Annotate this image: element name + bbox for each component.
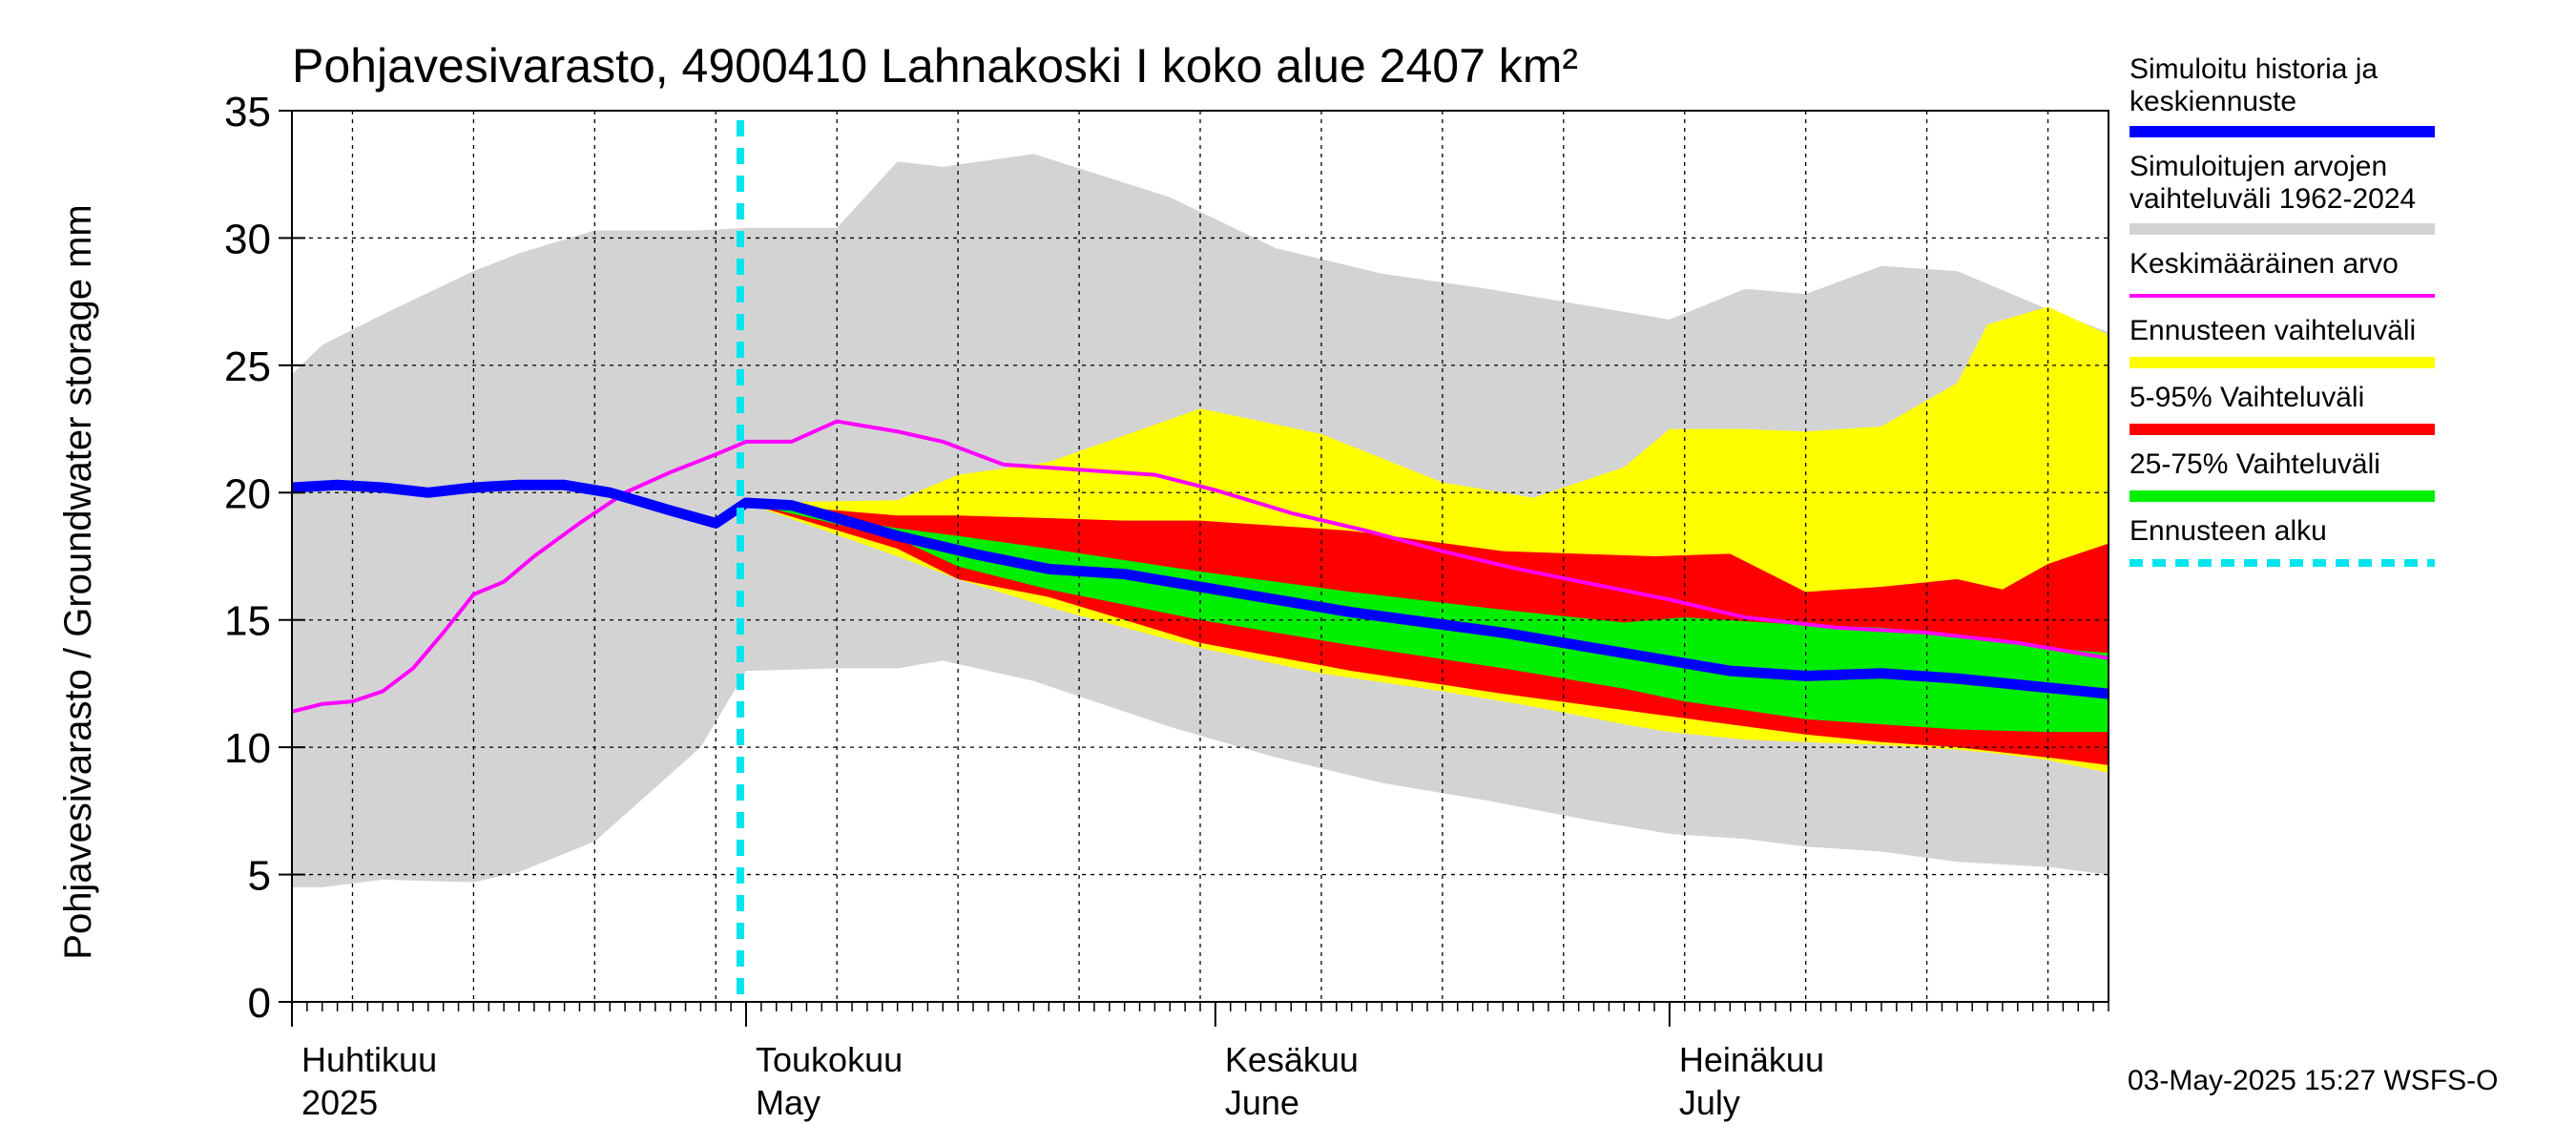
y-tick-label: 15 — [224, 598, 271, 645]
y-tick-label: 35 — [224, 89, 271, 135]
legend-label: Ennusteen alku — [2129, 515, 2327, 547]
y-tick-label: 25 — [224, 344, 271, 390]
x-month-sublabel: 2025 — [301, 1083, 378, 1122]
axes — [279, 110, 2109, 1027]
y-tick-label: 30 — [224, 216, 271, 262]
y-axis-label: Pohjavesivarasto / Groundwater storage m… — [57, 204, 99, 959]
x-month-sublabel: July — [1679, 1083, 1740, 1122]
legend-label: 25-75% Vaihteluväli — [2129, 448, 2380, 480]
legend-label: Ennusteen vaihteluväli — [2129, 315, 2416, 346]
legend-label-line2: keskiennuste — [2129, 86, 2296, 117]
legend-label: Simuloitu historia ja — [2129, 53, 2378, 85]
y-tick-label: 5 — [248, 853, 271, 900]
x-month-sublabel: June — [1225, 1083, 1299, 1122]
legend-label: Simuloitujen arvojen — [2129, 151, 2387, 182]
legend-label-line2: vaihteluväli 1962-2024 — [2129, 183, 2416, 215]
range-bands — [292, 154, 2109, 887]
x-tick-labels: Huhtikuu 2025 Toukokuu May Kesäkuu June Heinäk… — [301, 1040, 1824, 1122]
x-month-label: Huhtikuu — [301, 1040, 437, 1079]
x-month-label: Heinäkuu — [1679, 1040, 1824, 1079]
y-tick-label: 10 — [224, 725, 271, 772]
line-keskim-r-inen-arvo — [292, 419, 2109, 714]
y-tick-labels: 0 5 10 15 20 25 30 35 — [224, 89, 271, 1027]
legend-label: Keskimääräinen arvo — [2129, 248, 2399, 280]
x-month-sublabel: May — [756, 1083, 821, 1122]
y-tick-label: 0 — [248, 980, 271, 1027]
x-month-label: Toukokuu — [756, 1040, 903, 1079]
legend-label: 5-95% Vaihteluväli — [2129, 382, 2364, 413]
line-simuloitu-historia-ja-keskiennuste — [292, 479, 2109, 699]
footer-timestamp: 03-May-2025 15:27 WSFS-O — [2128, 1065, 2499, 1096]
x-month-label: Kesäkuu — [1225, 1040, 1359, 1079]
chart-title: Pohjavesivarasto, 4900410 Lahnakoski I k… — [292, 39, 1578, 93]
y-tick-label: 20 — [224, 470, 271, 517]
series-lines — [292, 120, 2109, 1002]
